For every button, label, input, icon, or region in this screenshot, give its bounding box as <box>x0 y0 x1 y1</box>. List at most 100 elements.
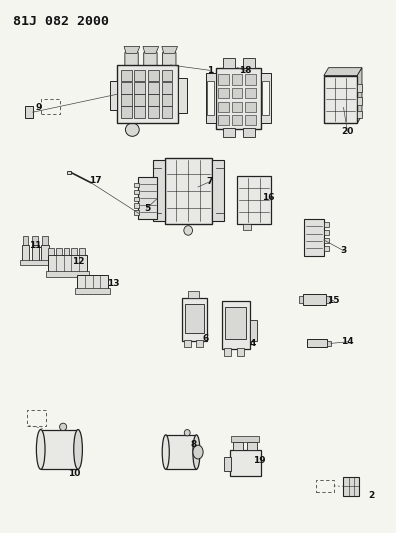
Bar <box>218 102 229 112</box>
Bar <box>216 68 261 128</box>
Text: 8: 8 <box>191 440 197 449</box>
Bar <box>110 81 117 110</box>
Text: 20: 20 <box>341 127 354 136</box>
Bar <box>343 477 359 496</box>
Text: 81J 082 2000: 81J 082 2000 <box>13 14 109 28</box>
Bar <box>32 245 39 261</box>
Bar <box>224 457 231 471</box>
FancyBboxPatch shape <box>163 52 176 67</box>
Bar <box>261 73 271 123</box>
Bar <box>77 275 109 289</box>
Bar <box>182 298 207 341</box>
Polygon shape <box>143 46 159 53</box>
Text: 18: 18 <box>239 66 251 75</box>
Bar <box>218 88 229 98</box>
Bar <box>247 442 257 450</box>
Bar <box>148 94 159 106</box>
Bar <box>357 84 362 92</box>
Bar <box>324 76 357 123</box>
Bar <box>41 100 59 114</box>
Bar <box>212 160 224 221</box>
Bar <box>303 294 326 305</box>
Bar <box>326 296 330 303</box>
Bar <box>223 128 234 136</box>
Text: 6: 6 <box>203 334 209 343</box>
Bar <box>324 238 329 243</box>
Bar <box>232 74 242 85</box>
Text: 19: 19 <box>253 456 265 465</box>
Bar <box>138 177 157 219</box>
Text: 15: 15 <box>327 296 340 305</box>
Bar <box>324 246 329 251</box>
Text: 1: 1 <box>207 66 213 75</box>
Text: 3: 3 <box>341 246 346 255</box>
Text: 10: 10 <box>68 469 80 478</box>
Bar <box>48 255 87 272</box>
Bar <box>134 70 145 82</box>
Bar <box>304 219 324 256</box>
Bar <box>148 82 159 94</box>
Text: 9: 9 <box>36 103 42 112</box>
Bar <box>120 82 131 94</box>
Bar <box>120 94 131 106</box>
Bar <box>206 73 216 123</box>
Bar <box>224 348 231 356</box>
Bar <box>188 291 199 298</box>
Bar <box>230 450 261 476</box>
Bar <box>237 176 271 224</box>
Bar <box>71 248 77 255</box>
Polygon shape <box>357 68 362 123</box>
Text: 14: 14 <box>341 337 354 346</box>
Bar <box>232 88 242 98</box>
Bar <box>218 74 229 85</box>
Ellipse shape <box>184 225 192 235</box>
Bar <box>218 115 229 125</box>
Bar <box>133 211 139 215</box>
Circle shape <box>193 445 203 459</box>
Bar <box>67 171 71 174</box>
Ellipse shape <box>59 423 67 431</box>
Bar <box>148 70 159 82</box>
Bar <box>250 319 257 341</box>
Bar <box>357 111 362 118</box>
Bar <box>184 340 191 347</box>
Bar <box>134 107 145 118</box>
Bar <box>236 348 244 356</box>
Bar <box>245 115 256 125</box>
Bar <box>324 222 329 227</box>
Bar <box>231 435 259 442</box>
Bar <box>41 430 78 470</box>
Text: 4: 4 <box>250 339 256 348</box>
Bar <box>299 296 303 303</box>
Ellipse shape <box>126 123 139 136</box>
Bar <box>357 98 362 105</box>
Ellipse shape <box>184 430 190 436</box>
Bar <box>263 81 269 115</box>
Bar <box>32 236 38 245</box>
Bar <box>165 158 212 224</box>
Bar <box>208 81 214 115</box>
Bar <box>245 88 256 98</box>
Bar <box>117 65 178 123</box>
Bar <box>316 480 334 492</box>
Text: 5: 5 <box>144 204 150 213</box>
Bar <box>46 271 89 277</box>
Bar <box>63 248 69 255</box>
Bar <box>196 340 203 347</box>
Ellipse shape <box>36 430 45 470</box>
Bar <box>178 78 187 113</box>
Bar <box>232 115 242 125</box>
Bar <box>153 160 165 221</box>
Bar <box>225 308 246 339</box>
Bar <box>162 70 173 82</box>
Text: 2: 2 <box>368 491 374 500</box>
Bar <box>22 245 29 261</box>
Bar <box>245 74 256 85</box>
Bar <box>243 128 255 136</box>
Bar <box>120 107 131 118</box>
Text: 12: 12 <box>72 257 84 265</box>
Bar <box>148 107 159 118</box>
Bar <box>42 236 48 245</box>
Bar <box>133 197 139 201</box>
Bar <box>223 58 234 68</box>
